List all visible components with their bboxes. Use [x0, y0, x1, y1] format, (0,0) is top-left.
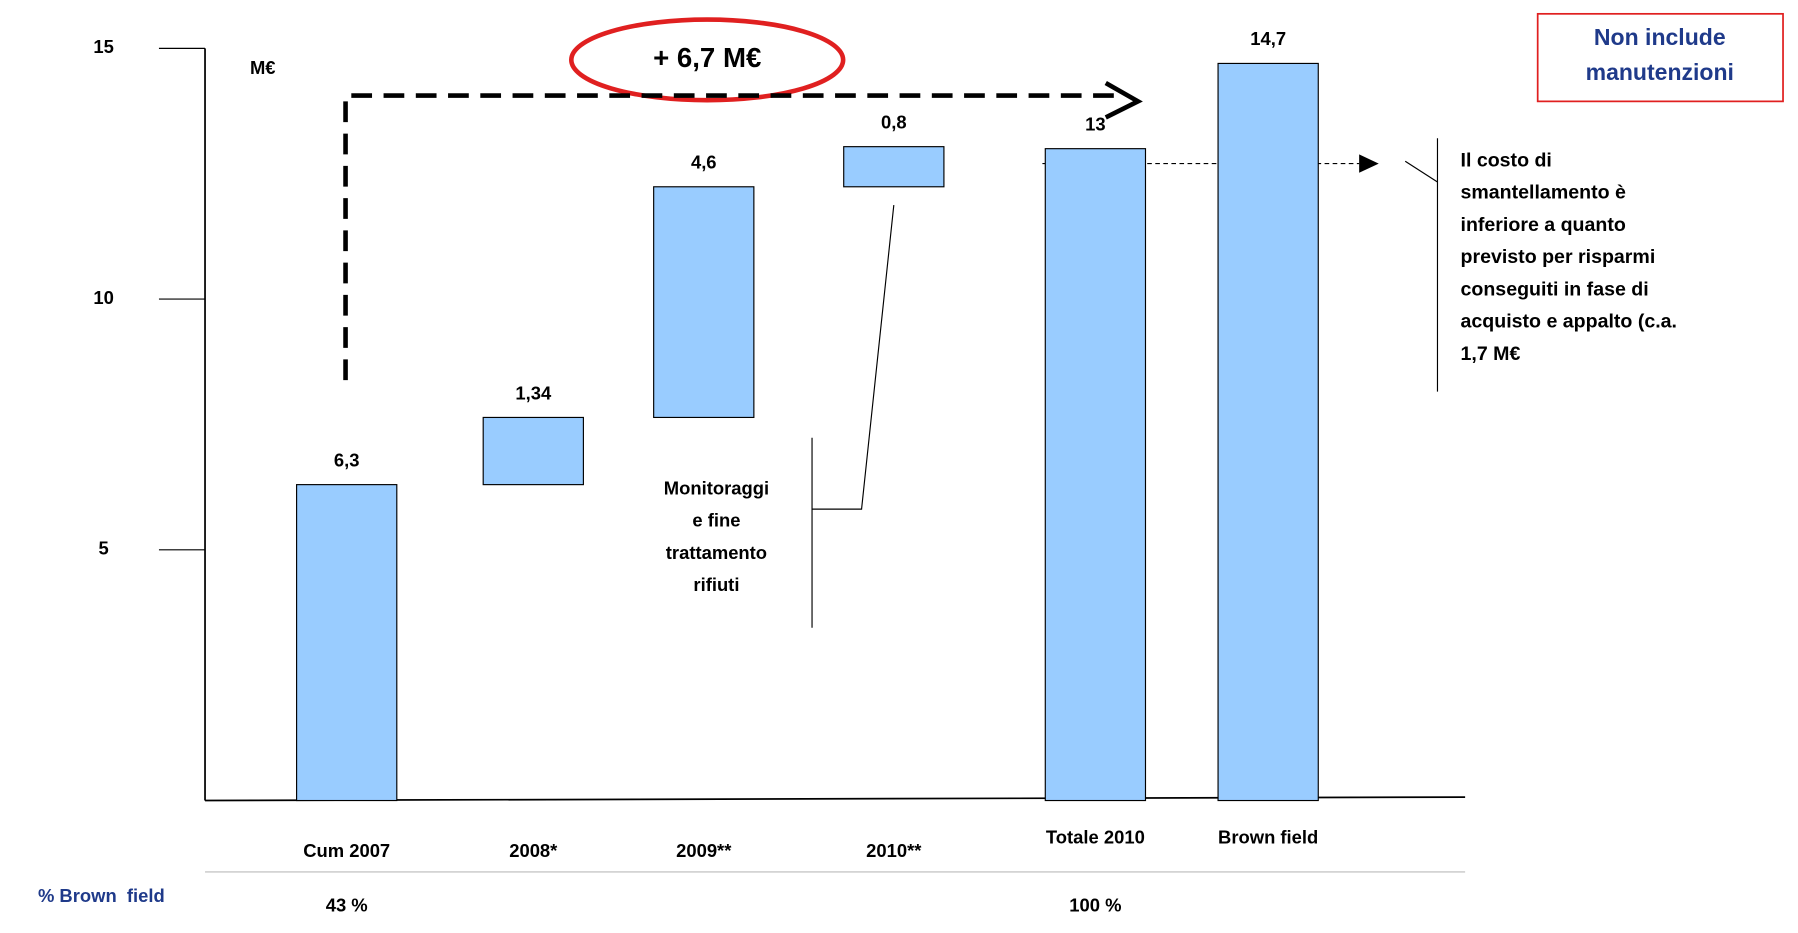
callout-text: conseguiti in fase di [1461, 278, 1649, 300]
arrow-head [1359, 154, 1379, 173]
bar [482, 416, 584, 486]
bar [1044, 148, 1147, 802]
monitoring-text: e fine [692, 510, 740, 531]
callout-pointer [1404, 160, 1438, 183]
value-label: 4,6 [691, 152, 717, 173]
x-tick-label: 2008* [509, 840, 558, 861]
x-tick-label: Cum 2007 [303, 840, 390, 861]
x-tick-label: 2010** [866, 840, 922, 861]
bar [1217, 62, 1319, 802]
x-tick-label: Brown field [1218, 826, 1318, 847]
increase-label: + 6,7 M€ [653, 42, 761, 73]
value-label: 6,3 [334, 449, 360, 470]
row-cell: 43 % [326, 894, 368, 915]
callout-text: previsto per risparmi [1461, 246, 1656, 268]
note-text: Non include [1594, 24, 1726, 50]
note-text: manutenzioni [1586, 59, 1734, 85]
y-tick-label: 15 [93, 36, 113, 57]
x-tick-label: 2009** [676, 840, 732, 861]
bar [296, 484, 398, 802]
y-tick-label: 10 [93, 287, 113, 308]
bar [653, 186, 755, 419]
monitoring-pointer [812, 204, 895, 510]
value-label: 14,7 [1250, 28, 1286, 49]
callout-text: Il costo di [1461, 149, 1552, 171]
unit-label: M€ [250, 57, 276, 78]
monitoring-text: trattamento [666, 542, 767, 563]
value-label: 0,8 [881, 111, 907, 132]
note-box [1536, 12, 1784, 103]
highlight-ellipse [569, 17, 846, 103]
value-label: 1,34 [515, 382, 552, 403]
callout-text: inferiore a quanto [1461, 214, 1626, 236]
monitoring-text: rifiuti [693, 574, 739, 595]
callout-text: acquisto e appalto (c.a. [1461, 311, 1678, 333]
value-label: 13 [1085, 113, 1105, 134]
x-tick-label: Totale 2010 [1046, 826, 1145, 847]
arrow-head [1104, 80, 1143, 120]
row-label: % Brown field [38, 885, 165, 906]
monitoring-text: Monitoraggi [664, 477, 769, 498]
y-tick-label: 5 [99, 538, 109, 559]
bar [843, 146, 945, 188]
callout-text: 1,7 M€ [1461, 343, 1521, 365]
callout-text: smantellamento è [1461, 182, 1626, 204]
row-cell: 100 % [1069, 894, 1121, 915]
